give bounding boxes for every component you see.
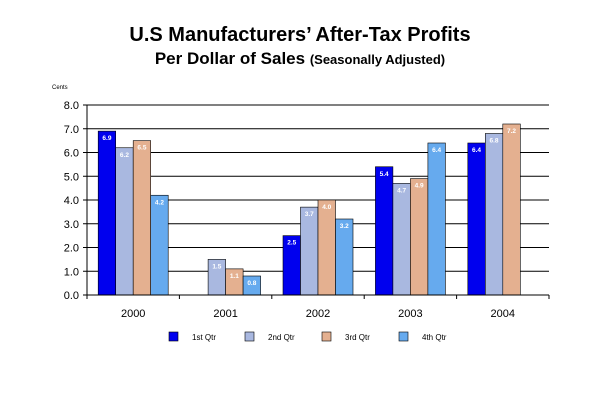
bar-2002-4th-qtr [335,218,354,296]
data-label: 3.2 [340,223,349,230]
y-tick-label: 4.0 [64,195,79,207]
data-label: 6.4 [432,147,441,154]
bar-2004-2nd-qtr [484,133,504,296]
bar-2000-2nd-qtr [115,147,134,296]
data-label: 4.9 [415,183,424,190]
data-label: 6.2 [120,152,129,159]
x-tick-label: 2001 [213,308,237,320]
bar-2003-4th-qtr [427,142,446,296]
legend: 1st Qtr 2nd Qtr 3rd Qtr 4th Qtr [168,331,447,342]
data-label: 0.8 [247,280,256,287]
data-label: 4.2 [155,199,164,206]
data-label: 1.5 [212,263,221,270]
y-tick-label: 2.0 [64,243,79,255]
bar-2000-3rd-qtr [132,140,151,296]
bar-2003-1st-qtr [375,166,394,296]
bar-2002-2nd-qtr [300,206,319,296]
chart-subtitle-note: (Seasonally Adjusted) [309,52,446,67]
bar-2000-4th-qtr [150,194,169,296]
legend-swatch-4th-qtr [398,331,409,342]
legend-swatch-3rd-qtr [321,331,332,342]
bar-2003-2nd-qtr [392,183,411,296]
chart-subtitle-main: Per Dollar of Sales [154,49,306,68]
bar-2003-3rd-qtr [410,178,429,296]
bar-2004-1st-qtr [467,142,486,296]
data-label: 6.9 [102,135,111,142]
y-tick-label: 0.0 [64,290,79,302]
y-tick-label: 1.0 [64,266,79,278]
data-label: 1.1 [230,273,239,280]
bars: 6.9 6.2 6.5 4.2 1.5 1.1 0.8 2.5 3.7 4.0 3.2 5.4 4.7 4… [97,123,521,296]
data-label: 6.5 [137,145,146,152]
x-tick-label: 2000 [121,308,145,320]
x-tick-label: 2004 [491,308,515,320]
data-label: 6.4 [472,147,481,154]
legend-swatch-2nd-qtr [244,331,255,342]
data-label: 4.0 [322,204,331,211]
bar-2004-3rd-qtr [502,123,521,296]
y-axis-label: Cents [52,85,68,91]
data-label: 2.5 [287,240,296,247]
bar-2002-3rd-qtr [317,199,336,296]
x-tick-label: 2003 [398,308,422,320]
x-tick-label: 2002 [306,308,330,320]
data-label: 4.7 [397,187,406,194]
data-label: 6.8 [490,138,499,145]
legend-swatch-1st-qtr [168,331,179,342]
data-label: 3.7 [305,211,314,218]
chart-title: U.S Manufacturers’ After-Tax Profits [129,24,471,46]
y-tick-label: 8.0 [64,100,79,112]
chart-subtitle: Per Dollar of Sales (Seasonally Adjusted… [0,49,600,69]
data-label: 5.4 [380,171,389,178]
y-tick-label: 3.0 [64,219,79,231]
legend-label: 3rd Qtr [345,333,370,342]
y-tick-label: 7.0 [64,124,79,136]
legend-label: 2nd Qtr [268,333,295,342]
legend-label: 1st Qtr [192,333,216,342]
data-label: 7.2 [507,128,516,135]
y-axis-ticks: 0.0 1.0 2.0 3.0 4.0 5.0 6.0 7.0 8.0 [64,100,87,302]
legend-label: 4th Qtr [422,333,447,342]
y-tick-label: 5.0 [64,171,79,183]
bar-2000-1st-qtr [97,130,116,296]
y-tick-label: 6.0 [64,148,79,160]
x-axis-ticks: 2000 2001 2002 2003 2004 [86,295,550,320]
